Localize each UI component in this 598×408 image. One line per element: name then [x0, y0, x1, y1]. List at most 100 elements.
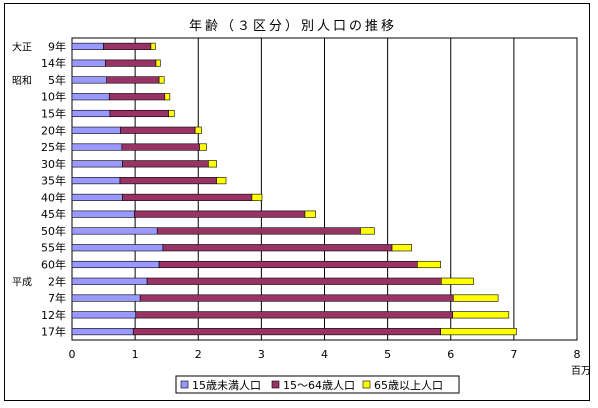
plot-area	[71, 37, 578, 341]
bar-segment	[71, 109, 111, 118]
x-tick-label: 8	[574, 348, 581, 361]
y-category-label: 9年	[48, 39, 66, 53]
bar-segment	[134, 210, 306, 218]
era-label: 大正	[12, 40, 32, 53]
bar-segment	[71, 244, 164, 252]
bar-segment	[109, 109, 169, 118]
bar-segment	[440, 328, 517, 336]
legend-box	[175, 375, 460, 394]
bar-segment	[71, 160, 123, 168]
bar-segment	[71, 93, 110, 101]
bar-segment	[71, 42, 104, 50]
bar-segment	[416, 260, 441, 269]
bar-segment	[108, 93, 166, 101]
y-category-label: 10年	[41, 90, 66, 104]
bar-segment	[164, 93, 171, 101]
y-category-label: 45年	[41, 207, 66, 221]
bar-segment	[139, 294, 454, 302]
legend-label: 15～64歳人口	[283, 379, 355, 392]
bar-segment	[360, 227, 375, 235]
legend-swatch	[180, 380, 189, 389]
bar-segment	[208, 160, 217, 168]
bar-segment	[156, 227, 361, 235]
bar-segment	[440, 277, 474, 285]
bar-segment	[121, 143, 200, 151]
bar-segment	[158, 260, 418, 269]
y-category-label: 25年	[41, 140, 66, 154]
grid-lines	[134, 38, 515, 340]
bar-segment	[135, 311, 453, 319]
bar-segment	[71, 277, 148, 285]
legend-label: 15歳未満人口	[192, 379, 261, 392]
y-category-label: 15年	[41, 107, 66, 121]
bar-segment	[150, 42, 156, 50]
bar-segment	[155, 59, 161, 67]
bar-segment	[119, 177, 217, 185]
bar-segment	[71, 227, 158, 235]
y-category-label: 20年	[41, 123, 66, 137]
bar-segment	[304, 210, 316, 218]
y-category-label: 50年	[41, 224, 66, 238]
y-category-label: 5年	[48, 73, 66, 87]
bar-segment	[452, 311, 510, 319]
bar-segment	[251, 193, 263, 201]
x-tick-label: 3	[258, 348, 265, 361]
bars	[71, 42, 517, 336]
bar-segment	[199, 143, 207, 151]
x-tick-label: 6	[447, 348, 454, 361]
legend-swatch	[271, 380, 280, 389]
bar-segment	[71, 177, 121, 185]
bar-segment	[71, 143, 123, 151]
x-tick-label: 7	[510, 348, 517, 361]
x-tick-label: 4	[321, 348, 328, 361]
bar-segment	[71, 210, 135, 218]
bar-segment	[71, 260, 160, 269]
bar-segment	[122, 160, 209, 168]
unit-label: 百万	[571, 365, 591, 377]
bar-segment	[146, 277, 442, 285]
era-label: 平成	[12, 276, 32, 288]
y-axis-labels: 9年 大正 14年 5年 昭和 10年 15年 20年 25年 30年 35年 40年 45年 50年 55…	[12, 39, 66, 338]
bar-segment	[158, 76, 165, 84]
chart-title: 年齢（３区分）別人口の推移	[189, 19, 397, 34]
y-category-label: 2年	[48, 274, 66, 288]
x-tick-label: 1	[132, 348, 139, 361]
x-axis-labels: 0 1 2 3 4 5 6 7 8	[69, 348, 581, 361]
y-category-label: 12年	[41, 308, 66, 322]
y-category-label: 40年	[41, 190, 66, 204]
y-category-label: 35年	[41, 174, 66, 188]
legend: 15歳未満人口 15～64歳人口 65歳以上人口	[175, 375, 460, 394]
y-category-label: 17年	[41, 325, 66, 339]
bar-segment	[103, 42, 152, 50]
bar-segment	[105, 59, 157, 67]
bar-segment	[216, 177, 227, 185]
bar-segment	[71, 328, 134, 336]
x-tick-label: 2	[195, 348, 202, 361]
bar-segment	[194, 126, 202, 134]
bar-segment	[122, 193, 253, 201]
bar-segment	[71, 311, 137, 319]
bar-segment	[71, 126, 121, 134]
x-tick-label: 0	[69, 348, 76, 361]
legend-swatch	[362, 380, 371, 389]
bar-segment	[106, 76, 160, 84]
bar-segment	[391, 244, 412, 252]
y-category-label: 14年	[41, 56, 66, 70]
y-category-label: 60年	[41, 258, 66, 272]
y-category-label: 7年	[48, 291, 66, 305]
bar-segment	[71, 76, 108, 84]
y-category-label: 30年	[41, 157, 66, 171]
bar-segment	[162, 244, 393, 252]
legend-label: 65歳以上人口	[374, 379, 443, 392]
bar-segment	[452, 294, 499, 302]
era-label: 昭和	[12, 75, 32, 87]
x-tick-label: 5	[384, 348, 391, 361]
bar-segment	[71, 59, 106, 67]
bar-segment	[120, 126, 196, 134]
bar-segment	[71, 294, 141, 302]
bar-segment	[132, 328, 441, 336]
y-category-label: 55年	[41, 241, 66, 255]
bar-segment	[71, 193, 123, 201]
bar-segment	[168, 109, 175, 118]
